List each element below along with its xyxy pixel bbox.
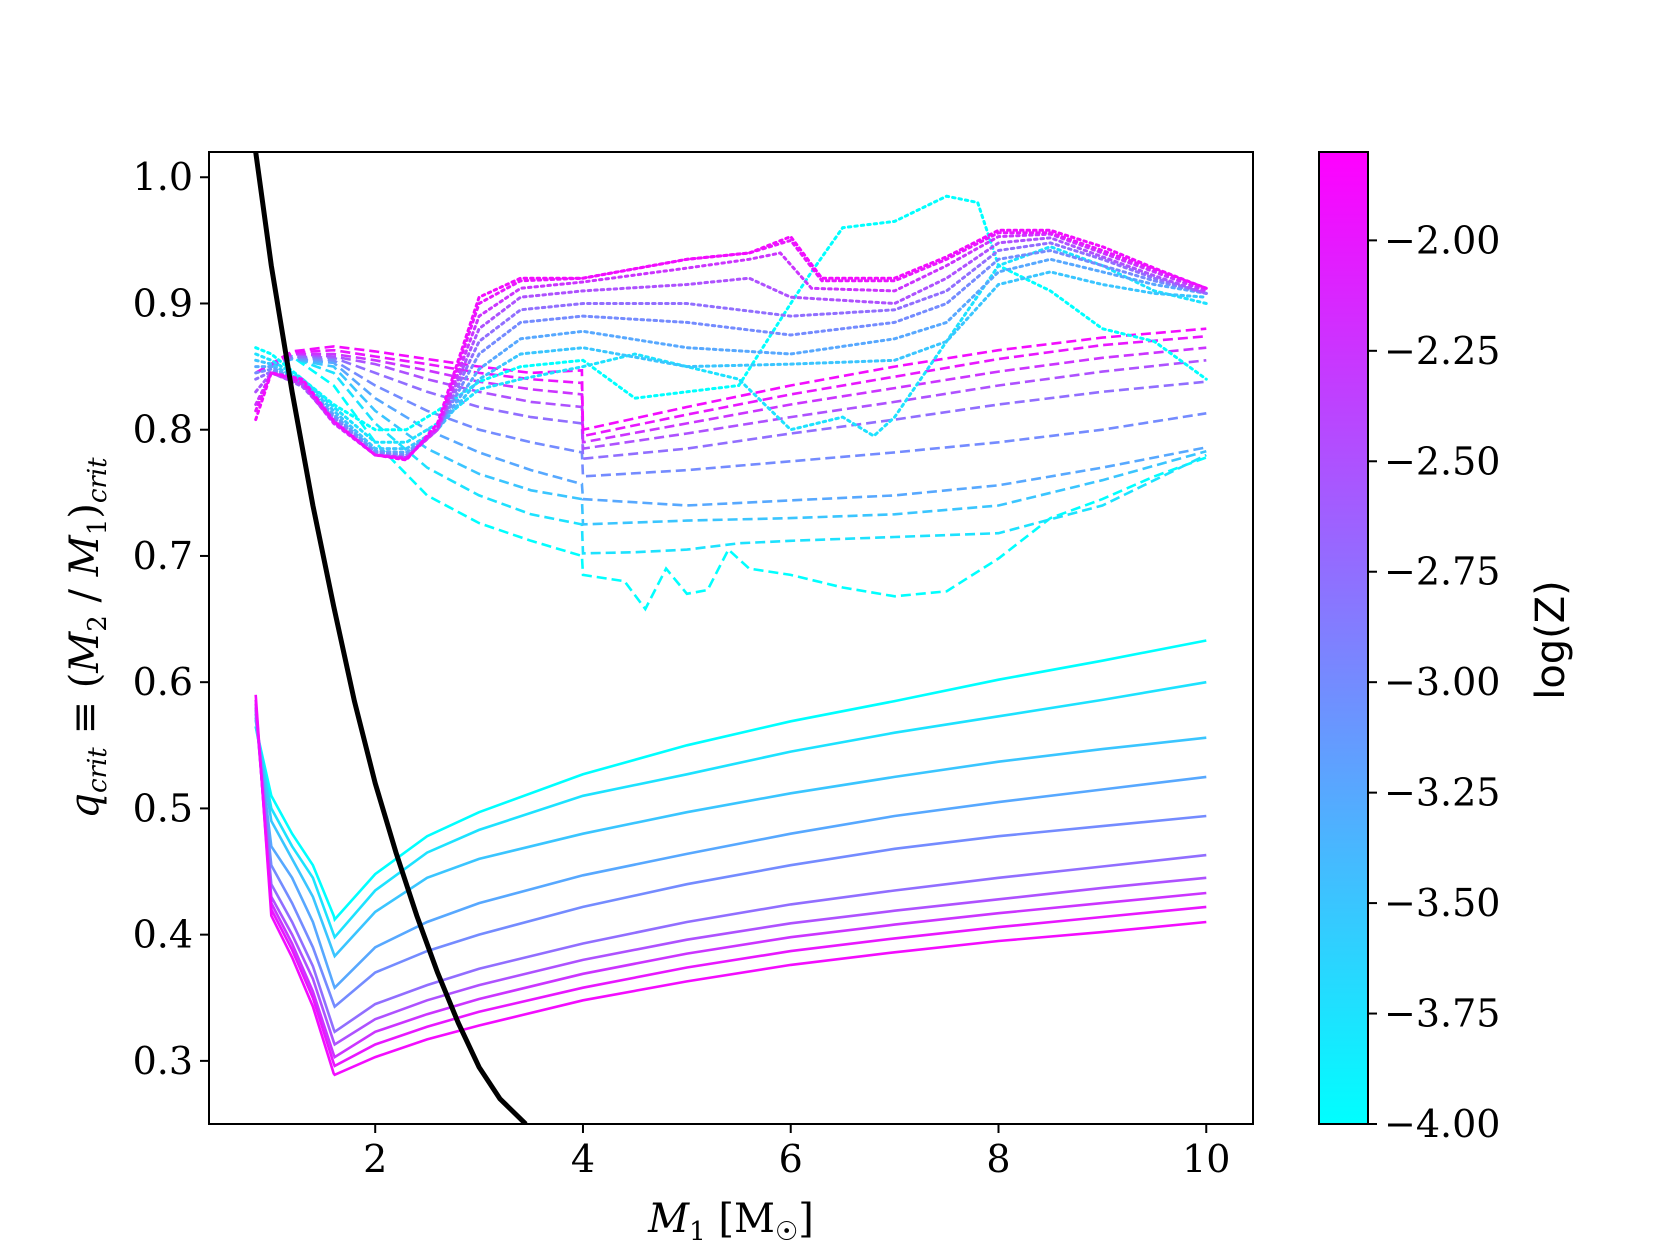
- colorbar-tick-label: −2.00: [1384, 218, 1500, 262]
- x-tick-label: 4: [571, 1137, 595, 1181]
- dashed-line-0: [255, 355, 1207, 612]
- dotted-line-9: [254, 228, 1208, 462]
- dotted-line-3: [254, 257, 1208, 454]
- dotted-line-6: [254, 236, 1208, 460]
- y-tick-label: 0.9: [133, 281, 193, 325]
- solid-line-0: [254, 639, 1207, 923]
- solid-line-3: [254, 717, 1207, 991]
- y-tick-label: 1.0: [133, 155, 193, 199]
- colorbar-tick-label: −2.25: [1384, 329, 1500, 373]
- dotted-line-4: [254, 248, 1208, 457]
- reference-curve: [253, 152, 528, 1124]
- solid-line-5: [254, 709, 1207, 1034]
- solid-line-2: [254, 719, 1207, 959]
- colorbar-axis: −4.00 −3.75 −3.50 −3.25 −3.00 −2.75 −2.50 −2.25…: [1368, 218, 1500, 1146]
- colorbar-tick-label: −3.00: [1384, 660, 1500, 704]
- plot-frame: [208, 151, 1254, 1125]
- y-tick-label: 0.4: [133, 913, 193, 957]
- y-tick-label: 0.6: [133, 660, 193, 704]
- dotted-line-2: [254, 270, 1208, 451]
- colorbar-tick-label: −2.50: [1384, 439, 1500, 483]
- reference-curve-layer: [253, 152, 528, 1124]
- colorbar-tick-label: −2.75: [1384, 550, 1500, 594]
- dashed-line-1: [255, 356, 1207, 555]
- x-axis: 2 4 6 8 10: [363, 1124, 1230, 1181]
- colorbar-tick-label: −4.00: [1384, 1102, 1500, 1146]
- y-tick-label: 0.3: [133, 1039, 193, 1083]
- solid-line-1: [254, 680, 1207, 940]
- x-tick-label: 10: [1182, 1137, 1230, 1181]
- plot-background: [209, 152, 1253, 1124]
- y-axis: 0.3 0.4 0.5 0.6 0.7 0.8 0.9 1.0: [133, 155, 209, 1083]
- y-tick-label: 0.7: [133, 534, 193, 578]
- y-tick-label: 0.5: [133, 786, 193, 830]
- y-tick-label: 0.8: [133, 408, 193, 452]
- x-axis-title: M1 [M☉]: [647, 1196, 814, 1246]
- dashed-line-9: [255, 327, 1207, 432]
- solid-line-9: [254, 694, 1207, 1077]
- colorbar-title: log(Z): [1528, 580, 1574, 700]
- colorbar-tick-label: −3.25: [1384, 771, 1500, 815]
- solid-line-8: [254, 699, 1207, 1068]
- y-axis-title: qcrit ≡ (M2 / M1)crit: [62, 457, 113, 819]
- dashed-line-3: [255, 357, 1207, 507]
- colorbar: [1318, 151, 1369, 1125]
- series-layer: [254, 194, 1208, 1077]
- colorbar-tick-label: −3.50: [1384, 881, 1500, 925]
- colorbar-tick-label: −3.75: [1384, 992, 1500, 1036]
- x-tick-label: 8: [986, 1137, 1010, 1181]
- x-tick-label: 6: [779, 1137, 803, 1181]
- x-tick-label: 2: [363, 1137, 387, 1181]
- solid-line-6: [254, 707, 1207, 1047]
- solid-line-4: [254, 713, 1207, 1009]
- dotted-line-0: [254, 194, 1208, 432]
